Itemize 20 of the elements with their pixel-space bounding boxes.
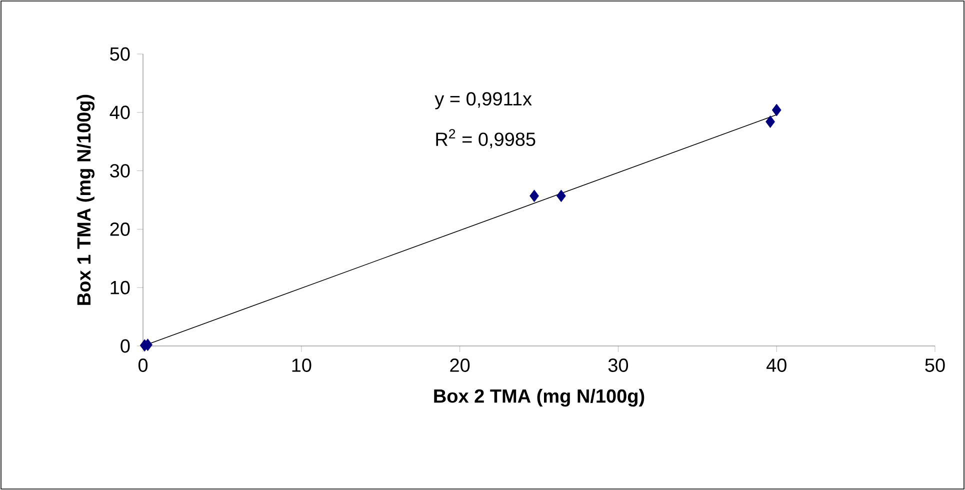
- point: [772, 104, 782, 116]
- x-tick-label: 10: [292, 358, 312, 372]
- x-tick-label: 40: [766, 358, 786, 372]
- y-axis-title: Box 1 TMA (mg N/100g): [76, 94, 94, 305]
- y-tick-label: 20: [110, 222, 130, 236]
- y-tick-label: 10: [110, 280, 130, 294]
- annotation: R$^{2}$ = 0,9985: [436, 129, 536, 148]
- annotation: y = 0,9911x: [434, 92, 532, 110]
- x-tick-label: 0: [138, 358, 148, 372]
- point: [530, 190, 539, 202]
- y-tick-label: 40: [110, 106, 130, 120]
- point: [766, 116, 775, 128]
- y-tick-label: 0: [120, 339, 130, 353]
- x-tick-label: 20: [450, 358, 470, 372]
- y-tick-label: 30: [110, 164, 130, 178]
- x-tick-label: 30: [608, 358, 628, 372]
- x-tick-label: 50: [925, 358, 945, 372]
- point: [556, 190, 566, 202]
- x-axis-title: Box 2 TMA (mg N/100g): [434, 388, 644, 407]
- y-tick-label: 50: [110, 47, 130, 61]
